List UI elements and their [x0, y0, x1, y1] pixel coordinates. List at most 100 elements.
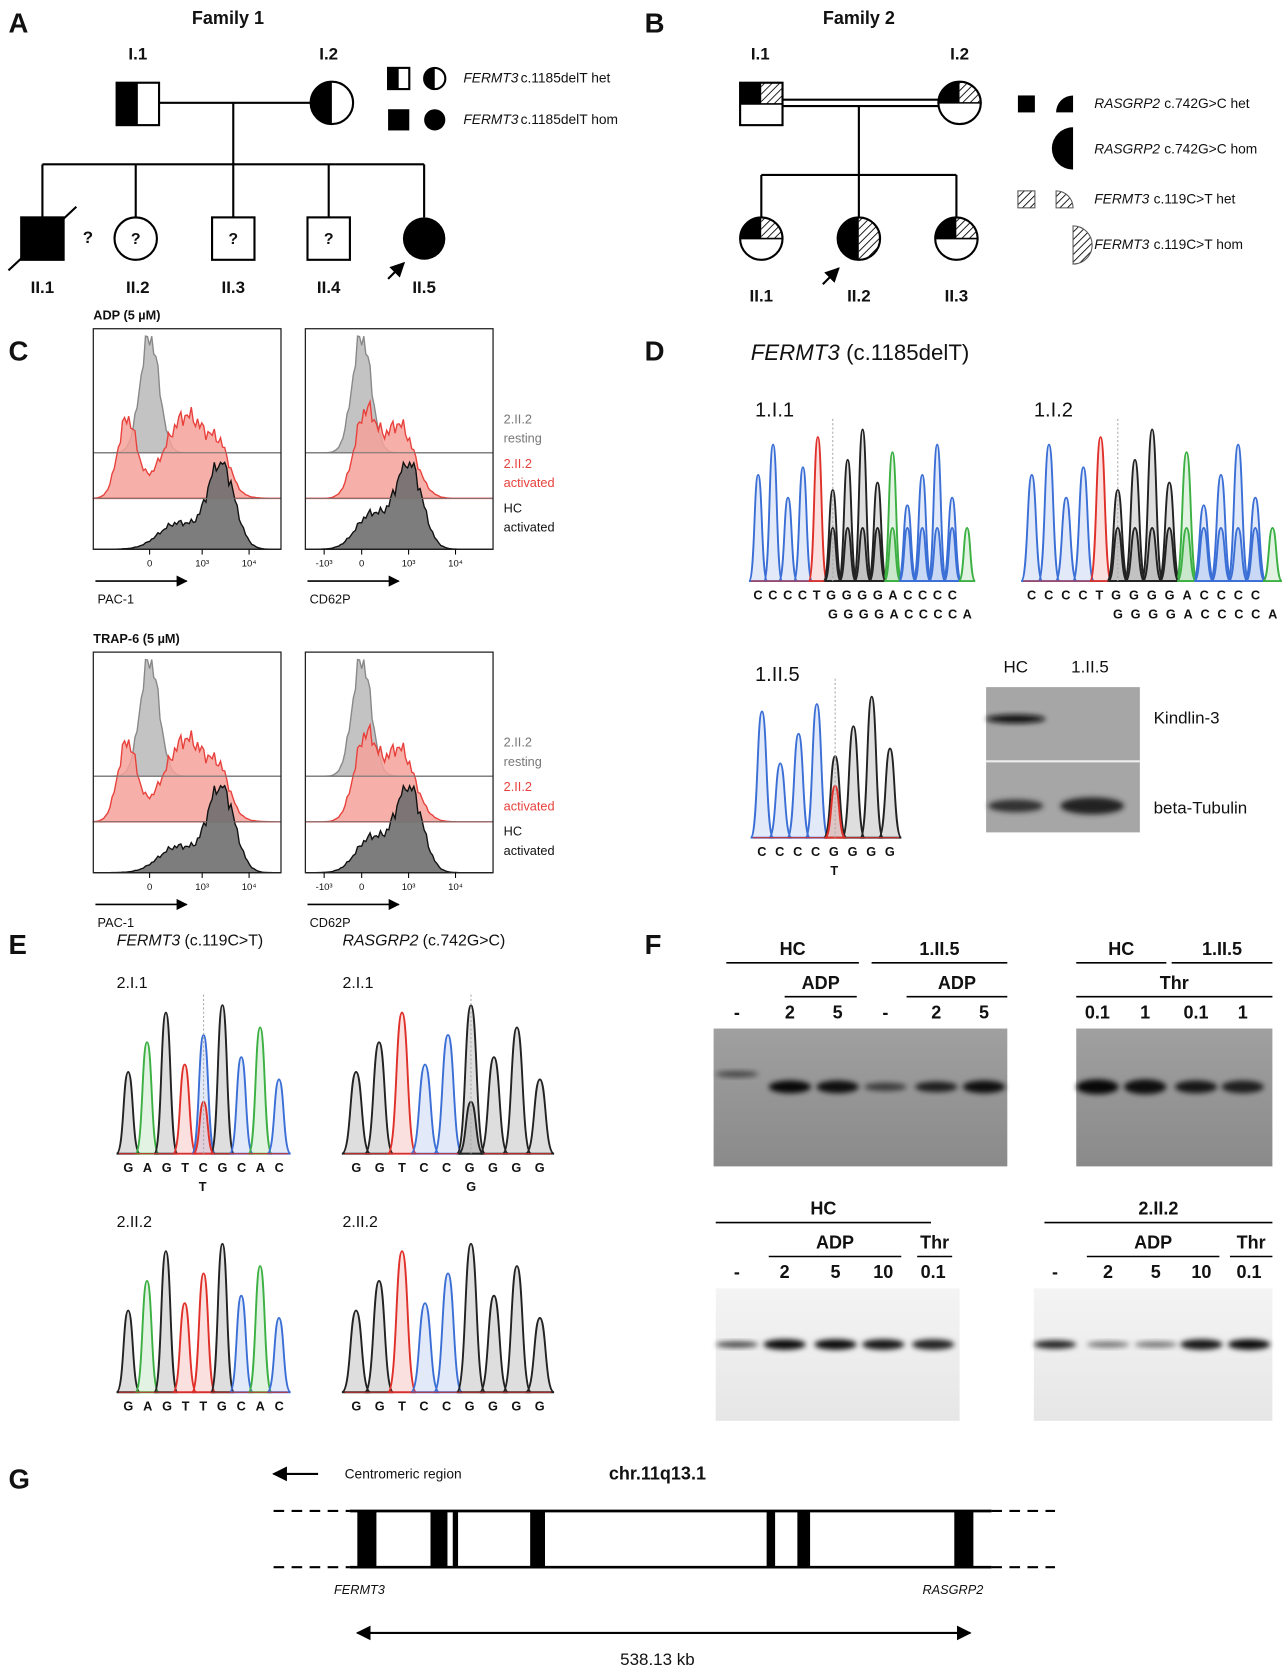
trace-peak — [877, 747, 903, 839]
group-label: 2.II.2 — [1138, 1199, 1178, 1219]
legend-entry: RASGRP2 c.742G>C het — [1094, 96, 1250, 111]
panel-letter: C — [8, 335, 28, 366]
trace-peak — [409, 1302, 441, 1394]
shape — [959, 81, 981, 103]
individual-label: II.4 — [317, 278, 341, 297]
trace-peak — [455, 1242, 487, 1394]
tick-label: 0 — [147, 882, 152, 893]
shape — [1055, 190, 1074, 209]
unknown-mark: ? — [228, 231, 238, 248]
tick-label: 10³ — [195, 559, 209, 570]
legend-state: resting — [504, 430, 542, 445]
sequence-variant: T — [199, 1179, 207, 1194]
trace-peak — [228, 1056, 254, 1155]
trace-peak — [882, 451, 903, 583]
treatment-label: Thr — [920, 1233, 949, 1253]
band — [988, 799, 1044, 813]
band — [1221, 1080, 1264, 1094]
legend-sample: HC — [504, 500, 522, 515]
trace-peak — [838, 527, 857, 583]
band — [816, 1080, 859, 1094]
trace-peak — [1227, 527, 1249, 583]
lane-label: 5 — [979, 1002, 989, 1022]
individual-label: I.2 — [950, 45, 969, 64]
treatment-label: ADP — [938, 973, 976, 993]
legend-state: activated — [504, 475, 555, 490]
sample-label: 2.II.2 — [117, 1214, 152, 1231]
axis-label: CD62P — [310, 592, 351, 607]
trace-peak — [1174, 451, 1199, 583]
label-part: RASGRP2 — [342, 933, 418, 950]
treatment-label: ADP — [1134, 1233, 1172, 1253]
direction-label: Centromeric region — [345, 1467, 462, 1482]
lane-label: 0.1 — [1085, 1002, 1110, 1022]
panel-letter: A — [8, 8, 28, 39]
legend-entry: RASGRP2 c.742G>C hom — [1094, 141, 1257, 156]
lane-label: 1 — [1140, 1002, 1150, 1022]
group-label: HC — [810, 1199, 836, 1219]
label-part: RASGRP2 — [1094, 96, 1160, 111]
trace-peak — [247, 1265, 273, 1394]
tick-label: 10⁴ — [448, 559, 463, 570]
trace-peak — [209, 1004, 236, 1155]
histogram — [305, 783, 494, 874]
gene-block — [766, 1510, 776, 1568]
trace-peak — [153, 1011, 179, 1155]
treatment-label: Thr — [1160, 973, 1189, 993]
axis-label: PAC-1 — [98, 592, 135, 607]
trace-peak — [340, 1071, 372, 1155]
label-part: FERMT3 — [751, 340, 841, 365]
trace-peak — [1157, 481, 1181, 583]
sequence: GGTCCGGGG — [351, 1398, 544, 1413]
sample-label: 1.I.1 — [755, 400, 794, 422]
band — [1076, 1079, 1119, 1095]
shape — [740, 217, 762, 239]
shape — [1056, 190, 1074, 208]
lane-label: - — [1052, 1262, 1058, 1282]
stimulus-label: ADP (5 µM) — [93, 307, 160, 322]
lane-label: HC — [1004, 658, 1029, 677]
legend-entry: FERMT3 c.119C>T hom — [1094, 237, 1243, 252]
shape — [761, 217, 783, 239]
trace-peak — [386, 1011, 418, 1155]
band — [864, 1082, 907, 1092]
trace-peak — [409, 1063, 441, 1155]
stimulus-label: TRAP-6 (5 µM) — [93, 631, 179, 646]
sequence: CCCCGGGG — [757, 844, 895, 859]
individual-label: II.2 — [126, 278, 150, 297]
lane-label: 5 — [1151, 1262, 1161, 1282]
gene-block — [430, 1510, 448, 1568]
plot-frame — [304, 328, 494, 550]
trace-peak — [524, 1078, 556, 1155]
sequence-variant: GGGGACCCCA — [1113, 606, 1277, 621]
gene-label: FERMT3 — [334, 1582, 385, 1597]
individual-label: II.5 — [412, 278, 436, 297]
panel-letter: G — [8, 1464, 29, 1495]
lane-label: - — [734, 1002, 740, 1022]
tick-label: 10³ — [402, 559, 416, 570]
plot-frame — [304, 651, 494, 874]
legend-entry: FERMT3 c.1185delT het — [463, 70, 610, 85]
unknown-mark: ? — [324, 231, 334, 248]
group-label: 1.II.5 — [919, 939, 959, 959]
trace-peak — [363, 1041, 395, 1155]
lane-label: - — [882, 1002, 888, 1022]
individual-label: I.2 — [319, 45, 338, 64]
trace-peak — [859, 695, 884, 839]
trace-peak — [927, 443, 948, 583]
trace-peak — [1020, 473, 1044, 583]
trace-peak — [1088, 436, 1113, 583]
gene-heading: RASGRP2 (c.742G>C) — [342, 933, 505, 950]
square-symbol — [211, 216, 256, 261]
trace-peak — [209, 1242, 236, 1394]
band — [862, 1339, 905, 1350]
blot — [1076, 1028, 1273, 1167]
trace-peak — [1107, 527, 1129, 583]
band — [1123, 1079, 1167, 1095]
trace-peak — [749, 710, 775, 839]
label-part: c.1185delT het — [521, 70, 611, 85]
shape — [956, 217, 978, 239]
trace-peak — [432, 1033, 464, 1155]
legend-state: activated — [504, 519, 555, 534]
